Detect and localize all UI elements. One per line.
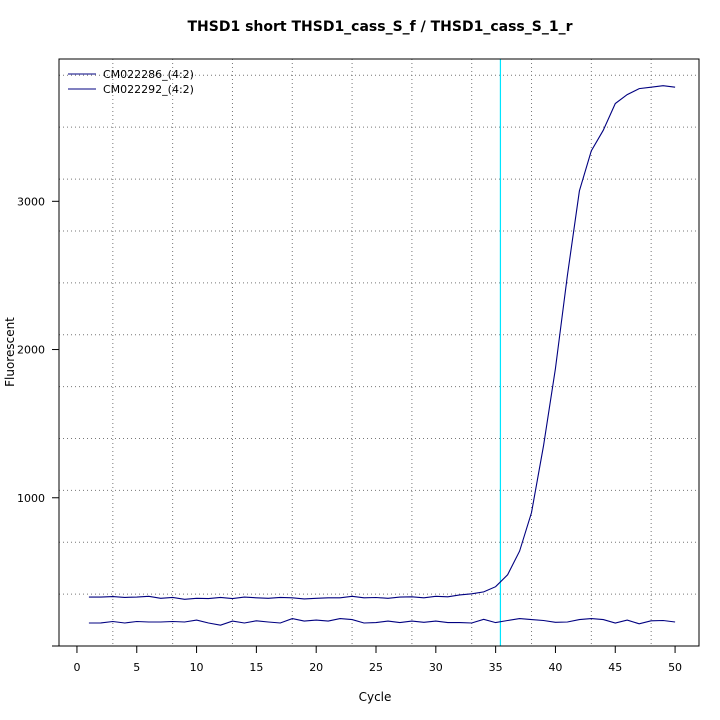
x-axis: 0 5 10 15 20 25 30 35 40 45 50 xyxy=(73,645,682,674)
y-tick-label: 2000 xyxy=(17,344,45,357)
x-tick-label: 20 xyxy=(309,661,323,674)
y-axis: 1000 2000 3000 xyxy=(17,195,59,647)
x-tick-label: 35 xyxy=(489,661,503,674)
x-tick-label: 50 xyxy=(668,661,682,674)
x-tick-label: 40 xyxy=(548,661,562,674)
x-tick-label: 45 xyxy=(608,661,622,674)
y-axis-label: Fluorescent xyxy=(3,317,17,387)
y-tick-label: 1000 xyxy=(17,492,45,505)
x-tick-label: 0 xyxy=(73,661,80,674)
x-tick-label: 30 xyxy=(429,661,443,674)
y-tick-label: 3000 xyxy=(17,195,45,208)
plot-frame xyxy=(58,58,700,647)
legend-label-1: CM022286_(4:2) xyxy=(103,68,194,81)
series-line-1 xyxy=(88,85,676,600)
gridlines xyxy=(59,59,699,646)
x-tick-label: 25 xyxy=(369,661,383,674)
chart-title: THSD1 short THSD1_cass_S_f / THSD1_cass_… xyxy=(187,19,573,35)
legend-label-2: CM022292_(4:2) xyxy=(103,83,194,96)
x-tick-label: 10 xyxy=(190,661,204,674)
legend: CM022286_(4:2) CM022292_(4:2) xyxy=(68,68,194,96)
x-tick-label: 5 xyxy=(133,661,140,674)
series-layer xyxy=(88,85,676,626)
series-line-2 xyxy=(88,618,676,626)
x-tick-label: 15 xyxy=(249,661,263,674)
x-axis-label: Cycle xyxy=(359,690,392,704)
